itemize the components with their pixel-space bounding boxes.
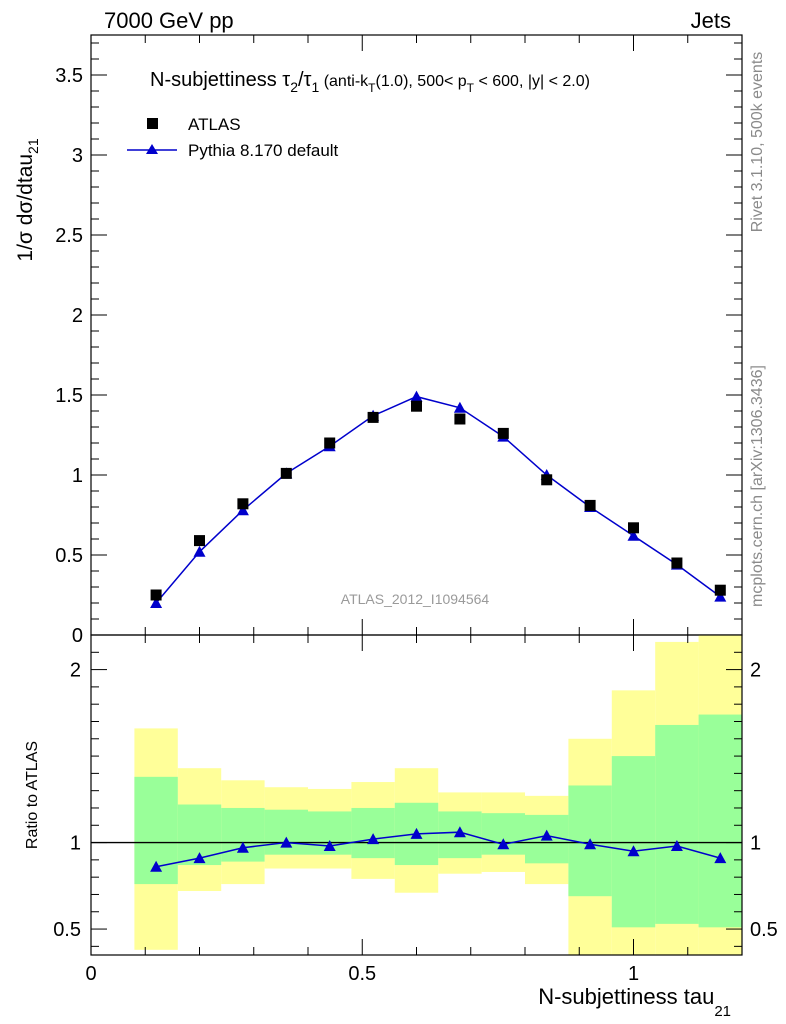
legend-marker-pythia [146,144,158,154]
ratio-pythia-point [236,841,249,853]
ratio-band-inner [655,724,699,924]
pythia-point [410,390,423,402]
atlas-point [584,499,596,511]
ratio-x-ticks: 0 0.5 1 [85,635,743,985]
pythia-point [627,529,640,541]
atlas-point [280,467,292,479]
main-y-label: 1/σ dσ/dtau21 [14,138,41,261]
ratio-pythia-point [193,852,206,864]
main-y-tick-label: 0.5 [55,545,83,567]
rivet-label: Rivet 3.1.10, 500k events [749,52,766,233]
pythia-point [453,401,466,413]
ratio-pythia-point [670,840,683,852]
ratio-bands [134,635,742,955]
pythia-point [150,597,163,608]
atlas-point [497,427,509,439]
atlas-point [454,413,466,425]
ratio-y-tick-label-left: 2 [70,660,81,682]
main-marks [150,390,727,608]
ratio-pythia-point [323,840,336,852]
x-tick-label: 1 [628,963,639,985]
ratio-pythia-point [150,860,163,872]
ratio-pythia-point [540,829,553,841]
ratio-pythia-point [627,845,640,857]
ratio-pythia-point [714,852,727,864]
ratio-band-inner [351,807,395,859]
ratio-y-tick-label-left: 0.5 [53,919,81,941]
ratio-y-tick-label-right: 0.5 [750,919,778,941]
main-y-tick-label: 2 [72,305,83,327]
pythia-point [193,545,206,557]
main-y-tick-label: 3 [72,145,83,167]
ratio-pythia-line [155,831,721,868]
main-y-tick-label: 3.5 [55,65,83,87]
ratio-pythia-point [453,826,466,838]
main-y-tick-label: 1 [72,465,83,487]
legend-label-atlas: ATLAS [188,115,241,134]
x-tick-label: 0.5 [348,963,376,985]
ratio-y-tick-label-right: 2 [750,660,761,682]
atlas-point [194,535,205,547]
legend-label-pythia: Pythia 8.170 default [188,141,339,160]
atlas-point [628,522,639,534]
main-x-ticks [90,35,743,635]
ratio-panel: 0.5 0.51 12 2 0 0.5 1 Ratio to ATLAS N-subjet… [24,634,778,1020]
atlas-point [411,400,422,412]
atlas-point [714,584,726,596]
pythia-point [236,504,249,516]
ratio-pythia-point [280,836,293,848]
ratio-band-inner [264,809,308,855]
main-y-tick-label: 2.5 [55,225,83,247]
main-y-tick-label: 1.5 [55,385,83,407]
ratio-pythia-point [584,838,597,850]
ratio-marks [91,826,742,872]
header-left: 7000 GeV pp [104,8,234,33]
header-right: Jets [691,8,731,33]
ratio-y-ticks: 0.5 0.5 1 1 2 2 [53,634,778,947]
mcplots-label: mcplots.cern.ch [arXiv:1306.3436] [749,365,766,607]
main-y-tick-label: 0 [72,625,83,647]
ratio-band-inner [698,714,742,928]
pythia-point [714,590,727,602]
atlas-point [324,437,336,449]
ratio-y-tick-label-right: 1 [750,833,761,855]
atlas-point [367,411,379,423]
atlas-point [237,498,249,510]
analysis-id: ATLAS_2012_I1094564 [341,591,490,607]
ratio-pythia-point [367,833,380,845]
legend-marker-atlas [147,118,158,129]
ratio-pythia-point [410,827,423,839]
ratio-y-tick-label-left: 1 [70,833,81,855]
x-tick-label: 0 [85,963,96,985]
pythia-line [155,395,721,604]
atlas-point [671,557,683,569]
chart-title: N-subjettiness τ2/τ1 (anti-kT(1.0), 500<… [150,69,590,95]
main-panel: 0 0.5 1 1.5 2 2.5 3 3.5 N-subjettiness τ2/τ1 (a… [14,34,743,647]
ratio-pythia-point [497,838,510,850]
atlas-point [541,474,553,486]
ratio-y-label: Ratio to ATLAS [24,741,41,849]
ratio-band-inner [221,807,265,862]
atlas-point [150,589,162,601]
ratio-band-inner [611,756,656,928]
legend: ATLAS Pythia 8.170 default [127,115,339,160]
x-axis-label: N-subjettiness tau21 [538,984,731,1020]
main-y-ticks: 0 0.5 1 1.5 2 2.5 3 3.5 [55,42,742,647]
